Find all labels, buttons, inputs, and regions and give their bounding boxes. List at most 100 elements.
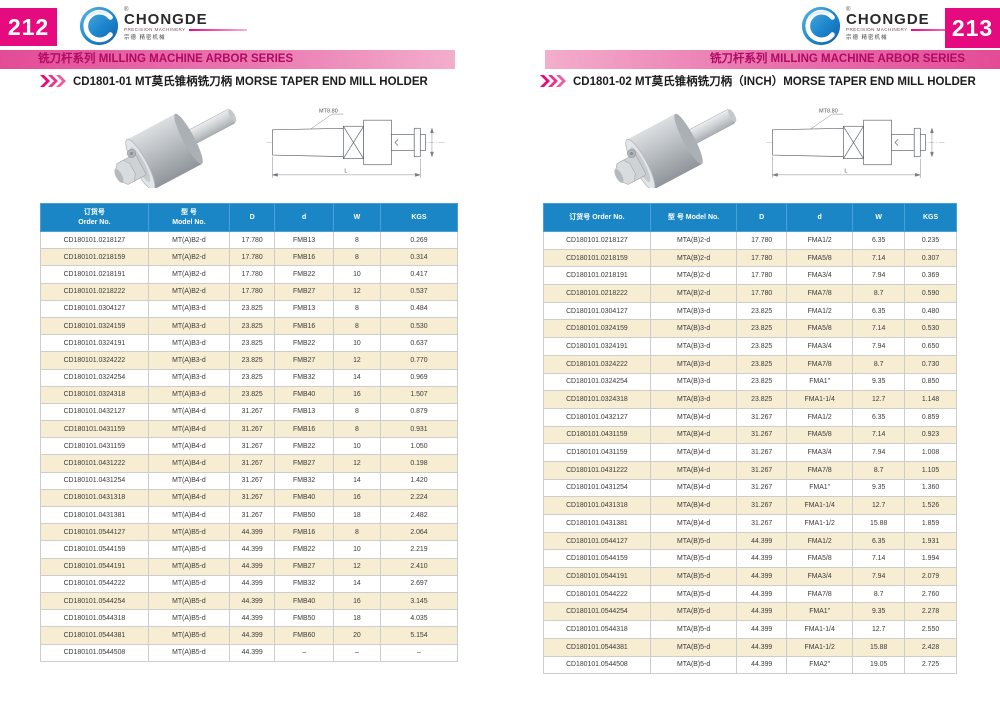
table-cell: 7.94 — [852, 266, 906, 286]
taper-shank — [272, 127, 344, 157]
table-cell: FMA5/8 — [786, 425, 854, 445]
table-cell: MTA(B)5-d — [649, 602, 738, 622]
table-row: CD180101.0218222 MT(A)B2-d 17.780 FMB27 12 0.… — [40, 282, 459, 301]
table-cell: 44.399 — [228, 574, 276, 593]
table-cell: 0.530 — [904, 319, 957, 339]
table-cell: FMB50 — [274, 505, 334, 525]
table-cell: 23.825 — [228, 299, 276, 318]
table-cell: 44.399 — [228, 557, 276, 576]
registered-mark: ® — [846, 7, 851, 13]
table-cell: 1.105 — [904, 460, 957, 480]
table-cell: CD180101.0324254 — [40, 368, 149, 387]
table-cell: MTA(B)4-d — [649, 496, 738, 515]
table-cell: FMB40 — [274, 385, 334, 404]
table-row: CD180101.0432127 MTA(B)4-d 31.267 FMA1/2 6.3… — [543, 407, 957, 427]
table-row: CD180101.0431222 MT(A)B4-d 31.267 FMB27 12 0.… — [40, 454, 459, 473]
table-cell: FMA5/8 — [786, 319, 854, 339]
brand-name: CHONGDE — [124, 11, 208, 28]
tagline-rule — [910, 28, 969, 31]
table-cell: 17.780 — [228, 230, 276, 250]
table-cell: MTA(B)3-d — [649, 319, 738, 339]
table-cell: 31.267 — [736, 443, 788, 462]
table-cell: CD180101.0431159 — [543, 425, 651, 445]
table-row: CD180101.0324318 MTA(B)3-d 23.825 FMA1-1/4 1… — [543, 390, 957, 409]
table-cell: CD180101.0432127 — [543, 407, 651, 427]
table-cell: 3.145 — [379, 591, 459, 611]
table-cell: FMB13 — [274, 230, 334, 250]
page-number-text: 213 — [951, 14, 994, 41]
table-cell: 31.267 — [736, 460, 788, 480]
table-cell: 0.480 — [904, 301, 957, 321]
table-cell: CD180101.0431318 — [40, 488, 149, 508]
brand-tagline-text: PRECISION MACHINERY — [124, 27, 186, 32]
table-cell: MT(A)B5-d — [147, 609, 231, 628]
column-header: W — [332, 203, 381, 232]
table-cell: 17.780 — [736, 266, 788, 286]
table-cell: 31.267 — [736, 496, 788, 515]
product-title: CD1801-02 MT莫氏锥柄铣刀柄（INCH）MORSE TAPER END… — [540, 73, 976, 89]
table-cell: FMB27 — [274, 557, 334, 576]
table-cell: FMA1-1/2 — [786, 514, 854, 533]
column-header: W — [852, 203, 906, 232]
table-cell: FMB16 — [274, 248, 334, 267]
table-cell: 5.154 — [379, 626, 459, 645]
table-cell: FMA1/2 — [786, 407, 854, 427]
table-row: CD180101.0324222 MT(A)B3-d 23.825 FMB27 12 0.… — [40, 351, 459, 370]
page-212: 212 ® CHONGDE PRECISION MACHINERY 宗德 精密机… — [0, 6, 459, 662]
table-cell: MTA(B)3-d — [649, 337, 738, 356]
table-row: CD180101.0544254 MTA(B)5-d 44.399 FMA1" 9.35… — [543, 602, 957, 622]
table-row: CD180101.0431159 MT(A)B4-d 31.267 FMB16 8 0.9… — [40, 420, 459, 439]
table-row: CD180101.0431318 MT(A)B4-d 31.267 FMB40 16 2.… — [40, 488, 459, 508]
table-cell: 2.219 — [379, 540, 459, 559]
brand-chinese: 宗德 精密机械 — [846, 35, 888, 41]
table-cell: 23.825 — [736, 372, 788, 392]
table-cell: 7.94 — [852, 567, 906, 586]
table-cell: CD180101.0431318 — [543, 496, 651, 515]
table-cell: 10 — [332, 540, 381, 559]
table-cell: MTA(B)2-d — [649, 284, 738, 303]
table-cell: MT(A)B4-d — [147, 420, 231, 439]
table-cell: FMA5/8 — [786, 549, 854, 569]
table-cell: 12 — [332, 282, 381, 301]
table-row: CD180101.0431159 MTA(B)4-d 31.267 FMA3/4 7.9… — [543, 443, 957, 462]
table-cell: FMB40 — [274, 488, 334, 508]
technical-drawing: MT8.80 L — [266, 109, 446, 178]
table-cell: 9.35 — [852, 602, 906, 622]
table-row: CD180101.0324318 MT(A)B3-d 23.825 FMB40 16 1.… — [40, 385, 459, 404]
table-cell: MTA(B)5-d — [649, 655, 738, 675]
table-cell: MT(A)B4-d — [147, 471, 231, 490]
table-cell: 0.850 — [904, 372, 957, 392]
taper-annotation: MT8.80 — [819, 109, 838, 115]
table-cell: CD180101.0544381 — [543, 637, 651, 657]
table-row: CD180101.0431254 MTA(B)4-d 31.267 FMA1" 9.35… — [543, 478, 957, 498]
table-cell: CD180101.0544127 — [40, 523, 149, 542]
table-cell: 23.825 — [736, 390, 788, 409]
table-cell: FMA7/8 — [786, 460, 854, 480]
table-cell: 31.267 — [228, 488, 276, 508]
table-cell: CD180101.0218159 — [543, 248, 651, 268]
column-header: KGS — [904, 203, 957, 232]
table-cell: 16 — [332, 591, 381, 611]
registered-mark: ® — [124, 7, 129, 13]
table-cell: FMA7/8 — [786, 284, 854, 303]
table-cell: 15.88 — [852, 637, 906, 657]
table-cell: 23.825 — [736, 301, 788, 321]
brand-tagline: PRECISION MACHINERY — [846, 27, 969, 32]
table-cell: 23.825 — [228, 351, 276, 370]
table-cell: FMA1/2 — [786, 301, 854, 321]
table-cell: CD180101.0218191 — [40, 265, 149, 284]
table-row: CD180101.0304127 MT(A)B3-d 23.825 FMB13 8 0.4… — [40, 299, 459, 318]
table-cell: 0.537 — [379, 282, 459, 301]
table-cell: CD180101.0431381 — [543, 514, 651, 533]
table-cell: 0.198 — [379, 454, 459, 473]
table-row: CD180101.0324159 MT(A)B3-d 23.825 FMB16 8 0.5… — [40, 316, 459, 336]
table-cell: 1.050 — [379, 437, 459, 456]
product-title-text: CD1801-01 MT莫氏锥柄铣刀柄 MORSE TAPER END MILL… — [73, 76, 428, 88]
table-cell: 2.428 — [904, 637, 957, 657]
table-cell: 12 — [332, 557, 381, 576]
column-header: d — [786, 203, 854, 232]
table-cell: 0.530 — [379, 316, 459, 336]
table-cell: 2.725 — [904, 655, 957, 675]
table-cell: 8.7 — [852, 460, 906, 480]
